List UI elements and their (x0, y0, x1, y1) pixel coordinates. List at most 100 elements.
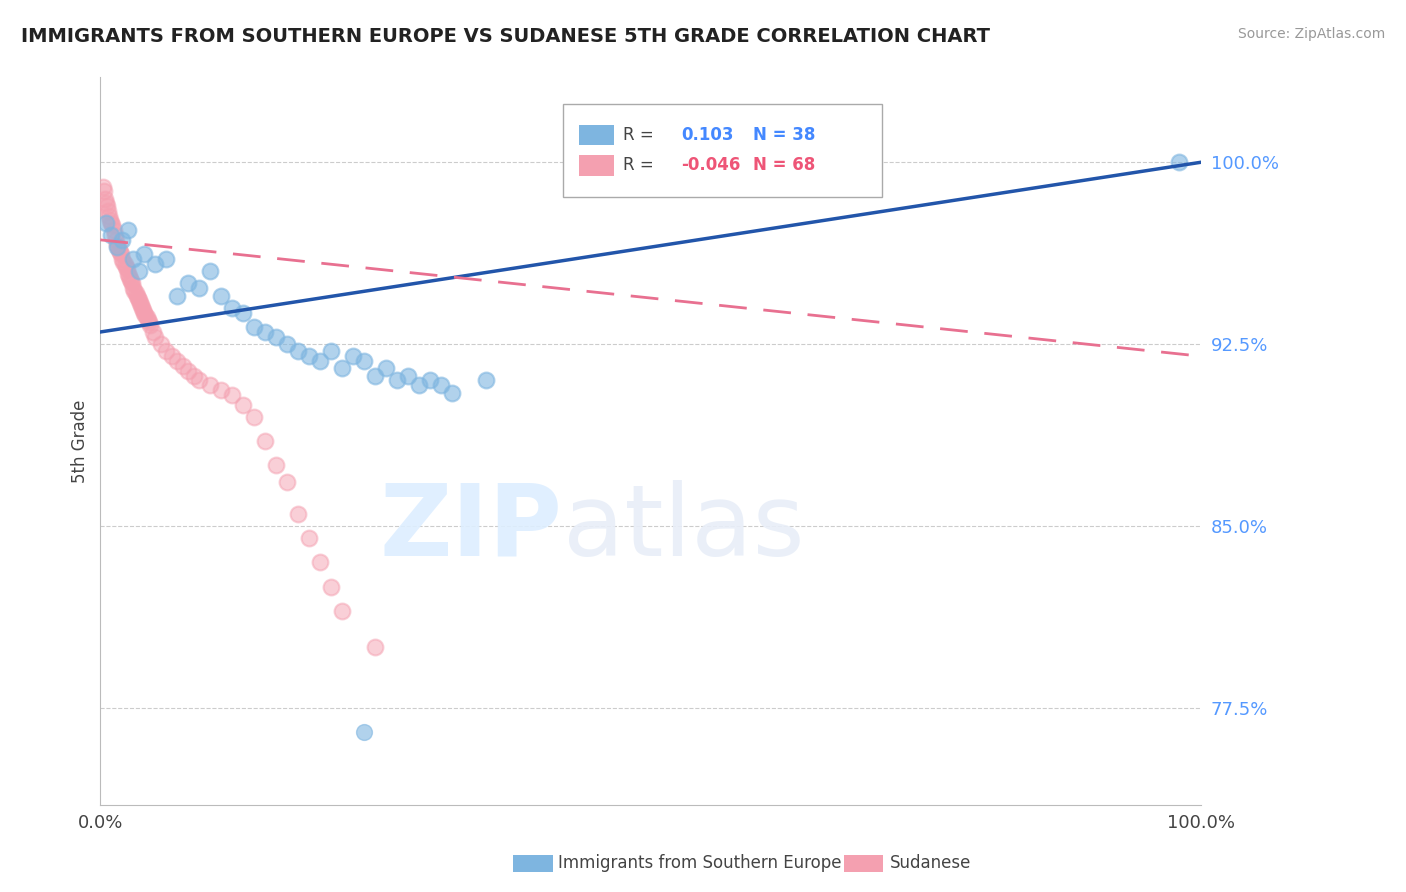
Point (200, 378, 222, 392)
Point (135, 310, 157, 325)
Point (128, 293, 150, 308)
Point (177, 277, 200, 291)
Point (134, 247, 156, 261)
Point (353, 725, 375, 739)
Point (129, 298, 152, 312)
Text: -0.046: -0.046 (682, 156, 741, 175)
Text: N = 38: N = 38 (754, 126, 815, 144)
Text: IMMIGRANTS FROM SOUTHERN EUROPE VS SUDANESE 5TH GRADE CORRELATION CHART: IMMIGRANTS FROM SOUTHERN EUROPE VS SUDAN… (21, 27, 990, 45)
Point (122, 281, 145, 295)
Point (177, 364, 200, 378)
Point (115, 262, 138, 277)
Point (221, 301, 243, 315)
Point (332, 604, 354, 618)
Point (117, 223, 139, 237)
Point (93, 185, 115, 199)
Point (430, 378, 453, 392)
Text: Source: ZipAtlas.com: Source: ZipAtlas.com (1237, 27, 1385, 41)
Point (254, 434, 277, 448)
Point (232, 398, 254, 412)
Point (398, 368, 420, 383)
FancyBboxPatch shape (562, 104, 882, 197)
Point (131, 301, 153, 315)
Point (441, 385, 464, 400)
Point (188, 374, 211, 388)
Point (183, 368, 205, 383)
Point (209, 383, 232, 397)
Text: atlas: atlas (562, 480, 804, 577)
FancyBboxPatch shape (579, 155, 614, 176)
Point (342, 349, 364, 363)
Point (121, 277, 143, 291)
Point (232, 305, 254, 319)
Point (139, 318, 162, 332)
Point (138, 315, 160, 329)
Point (353, 354, 375, 368)
Point (96, 199, 118, 213)
Point (266, 330, 288, 344)
Point (321, 344, 343, 359)
Point (114, 257, 136, 271)
Point (166, 288, 188, 302)
Point (321, 580, 343, 594)
Point (332, 361, 354, 376)
Text: Immigrants from Southern Europe: Immigrants from Southern Europe (558, 855, 842, 872)
Point (111, 252, 134, 267)
Point (276, 475, 298, 490)
Point (309, 354, 332, 368)
Point (108, 243, 131, 257)
Point (134, 305, 156, 319)
Point (124, 286, 146, 301)
Point (114, 260, 136, 274)
Point (166, 354, 188, 368)
Point (129, 296, 152, 310)
Point (132, 303, 155, 318)
Point (160, 349, 183, 363)
Point (243, 409, 266, 424)
Point (112, 254, 135, 268)
Point (287, 507, 309, 521)
Point (142, 325, 165, 339)
Point (108, 244, 131, 259)
Point (104, 233, 127, 247)
Point (474, 374, 496, 388)
Point (145, 257, 167, 271)
Point (111, 233, 134, 247)
Point (134, 308, 156, 322)
Point (104, 227, 127, 242)
Point (298, 349, 321, 363)
Point (209, 288, 232, 302)
Point (254, 325, 277, 339)
Point (149, 337, 172, 351)
Point (375, 361, 398, 376)
Point (94, 196, 117, 211)
Point (105, 240, 128, 254)
Point (172, 359, 194, 373)
Point (188, 281, 211, 295)
Point (101, 219, 124, 233)
Point (136, 313, 159, 327)
Point (122, 252, 145, 267)
Point (1167, 155, 1189, 169)
Point (97, 203, 120, 218)
Point (276, 337, 298, 351)
Point (100, 227, 122, 242)
Point (298, 531, 321, 545)
Point (98, 209, 121, 223)
Text: Sudanese: Sudanese (890, 855, 972, 872)
Point (266, 458, 288, 473)
Point (155, 252, 177, 267)
Text: N = 68: N = 68 (754, 156, 815, 175)
Point (100, 216, 122, 230)
Point (125, 288, 148, 302)
Point (243, 320, 266, 334)
Point (118, 269, 141, 284)
Point (110, 247, 132, 261)
Text: ZIP: ZIP (380, 480, 562, 577)
Point (408, 378, 430, 392)
Point (364, 368, 387, 383)
Text: R =: R = (623, 156, 654, 175)
Point (387, 374, 409, 388)
FancyBboxPatch shape (579, 125, 614, 145)
Point (105, 237, 128, 252)
